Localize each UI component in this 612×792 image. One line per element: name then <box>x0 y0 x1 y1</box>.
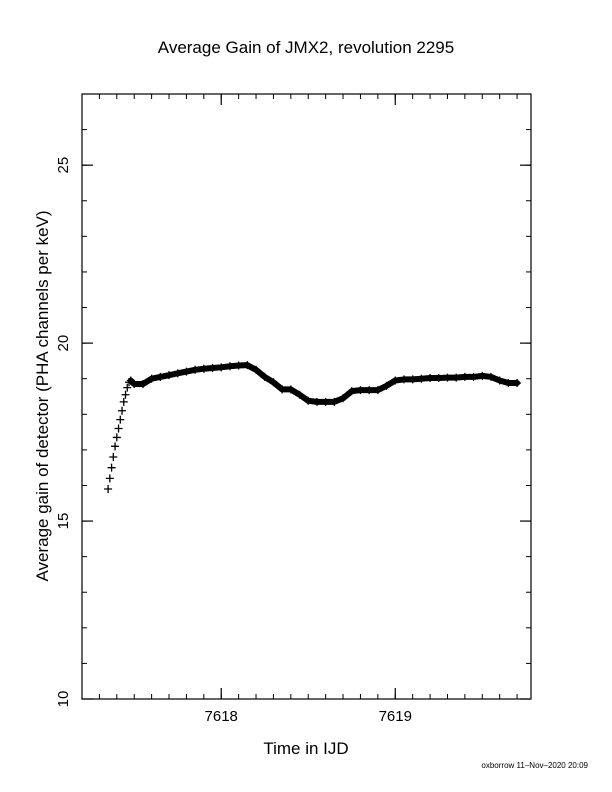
data-point <box>104 485 113 494</box>
x-tick-labels: 7618 7619 <box>205 708 412 725</box>
data-line <box>127 362 521 405</box>
data-point <box>116 415 125 424</box>
x-tick-label: 7618 <box>205 708 238 725</box>
data-series <box>104 361 522 494</box>
y-tick-label: 10 <box>55 691 72 708</box>
x-tick-label: 7619 <box>379 708 412 725</box>
plot-frame <box>81 93 532 700</box>
data-point <box>114 424 123 433</box>
data-point <box>118 406 127 415</box>
y-tick-labels: 10 15 20 25 <box>55 157 72 708</box>
data-point <box>105 474 114 483</box>
footer-credit: oxborrow 11–Nov–2020 20:09 <box>481 761 588 770</box>
y-tick-label: 15 <box>55 513 72 530</box>
chart-title: Average Gain of JMX2, revolution 2295 <box>158 38 454 57</box>
data-point <box>109 453 118 461</box>
y-axis-label: Average gain of detector (PHA channels p… <box>33 210 52 581</box>
data-point <box>111 442 120 451</box>
data-point <box>107 463 116 472</box>
major-ticks <box>82 94 531 700</box>
data-point <box>121 390 130 399</box>
y-tick-label: 25 <box>55 157 72 174</box>
x-axis-label: Time in IJD <box>263 739 348 758</box>
data-point <box>112 433 121 442</box>
data-point <box>119 397 128 406</box>
data-point <box>123 383 132 392</box>
y-tick-label: 20 <box>55 335 72 352</box>
